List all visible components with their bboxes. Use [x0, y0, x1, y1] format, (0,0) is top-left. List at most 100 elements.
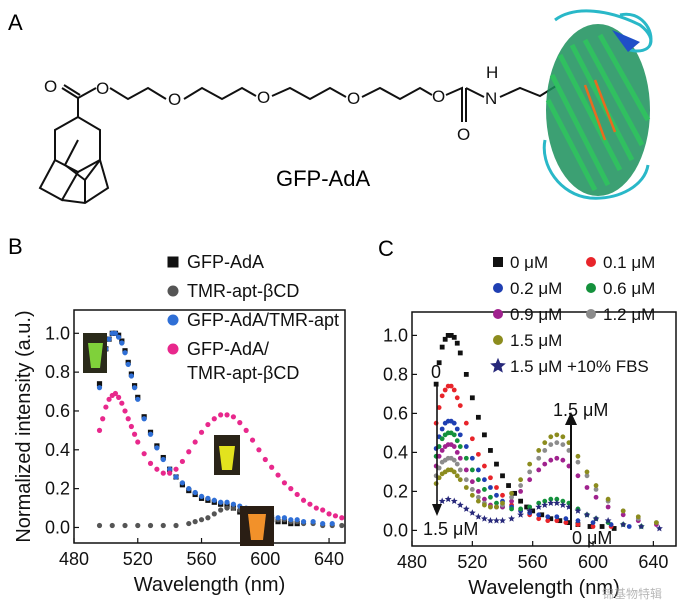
data-point — [288, 486, 294, 492]
data-point — [494, 504, 499, 510]
data-point — [451, 420, 457, 426]
data-point — [475, 489, 481, 494]
data-point — [462, 505, 470, 512]
data-point — [224, 499, 230, 505]
data-point — [173, 522, 179, 529]
y-tick-label: 0.4 — [383, 442, 408, 462]
data-point — [463, 444, 469, 449]
data-point — [559, 501, 567, 508]
data-point — [192, 489, 198, 496]
data-point — [160, 470, 166, 476]
data-point — [493, 517, 500, 524]
data-point — [626, 524, 632, 529]
x-tick-label: 480 — [59, 549, 89, 569]
data-point — [154, 466, 160, 472]
y-tick-label: 0.4 — [45, 440, 70, 460]
data-point — [454, 340, 460, 346]
data-point — [575, 522, 581, 527]
data-point — [463, 477, 469, 483]
data-point — [488, 504, 493, 510]
data-point — [508, 515, 515, 522]
data-point — [457, 444, 463, 449]
series-1 — [433, 383, 614, 529]
data-point — [167, 470, 173, 476]
series-0 — [96, 330, 300, 527]
data-point — [475, 451, 481, 457]
data-point — [160, 522, 166, 529]
data-point — [563, 520, 569, 525]
cuvette-photo-green — [83, 333, 107, 373]
data-point — [439, 436, 445, 442]
data-point — [445, 333, 451, 338]
data-point — [469, 467, 475, 473]
data-point — [488, 448, 493, 453]
data-point — [439, 393, 445, 399]
data-point — [135, 396, 141, 402]
data-point — [439, 344, 445, 350]
data-point — [454, 395, 460, 401]
data-point — [457, 455, 463, 461]
data-point — [275, 472, 281, 478]
data-point — [147, 431, 154, 437]
data-point — [454, 473, 460, 479]
data-point — [173, 466, 179, 472]
legend-label: 0.9 μM — [510, 305, 562, 324]
data-point — [192, 439, 198, 445]
data-point — [480, 515, 488, 522]
x-axis-label: Wavelength (nm) — [468, 577, 620, 599]
y-tick-label: 0.8 — [45, 362, 70, 382]
data-point — [518, 483, 524, 488]
y-tick-label: 1.0 — [45, 323, 70, 343]
data-point — [451, 469, 457, 475]
data-point — [488, 475, 493, 481]
data-point — [433, 381, 439, 387]
data-point — [469, 492, 475, 498]
data-point — [527, 461, 533, 467]
data-point — [119, 400, 125, 406]
data-point — [457, 403, 463, 408]
data-point — [560, 434, 566, 440]
data-point — [439, 448, 445, 453]
data-point — [218, 412, 224, 418]
annotation-top-green: 1.5 μM — [553, 400, 608, 420]
atom-label-o: O — [457, 125, 470, 144]
y-tick-label: 0.2 — [45, 479, 70, 499]
data-point — [509, 498, 514, 504]
data-point — [96, 381, 103, 387]
data-point — [620, 508, 626, 514]
data-point — [590, 524, 596, 529]
data-point — [436, 405, 442, 410]
data-point — [599, 524, 605, 529]
data-point — [593, 494, 599, 500]
data-point — [313, 505, 319, 511]
molecule-name: GFP-AdA — [276, 166, 370, 191]
atom-label-o: O — [168, 90, 181, 109]
data-point — [326, 511, 332, 517]
series-1 — [96, 505, 345, 529]
y-tick-label: 0.6 — [45, 401, 70, 421]
data-point — [224, 505, 230, 511]
data-point — [442, 387, 448, 393]
data-point — [493, 335, 503, 345]
chart-b: 480 520 560 600 640 0.0 0.2 0.4 0.6 0.8 1.0 Wavelen… — [13, 252, 346, 596]
data-point — [655, 524, 663, 532]
data-point — [186, 486, 192, 492]
data-point — [167, 343, 179, 355]
data-point — [281, 515, 288, 521]
data-point — [584, 485, 590, 490]
x-tick-label: 640 — [314, 549, 344, 569]
data-point — [131, 431, 138, 437]
atom-label-o: O — [257, 88, 270, 107]
data-point — [584, 473, 590, 479]
data-point — [131, 385, 138, 391]
data-point — [125, 416, 131, 422]
data-point — [211, 497, 217, 503]
data-point — [475, 498, 481, 504]
legend-label: 0.1 μM — [603, 253, 655, 272]
data-point — [583, 511, 591, 518]
data-point — [574, 507, 582, 514]
data-point — [237, 420, 243, 426]
data-point — [218, 499, 224, 505]
data-point — [475, 467, 481, 473]
data-point — [586, 283, 596, 293]
